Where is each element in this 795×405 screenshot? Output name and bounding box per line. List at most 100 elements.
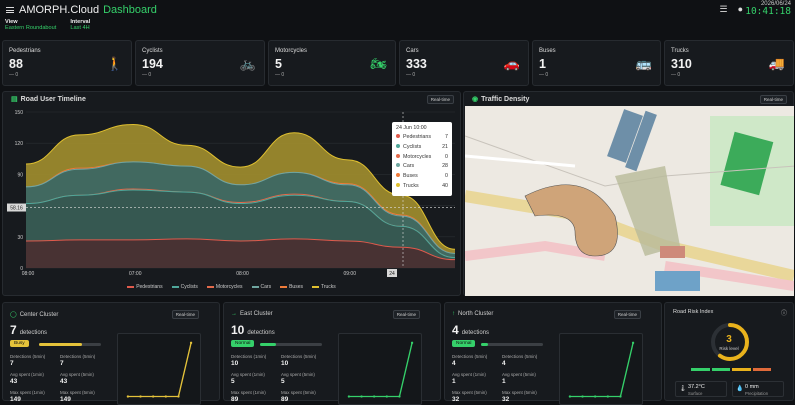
timeline-realtime-button[interactable]: Real-time: [426, 95, 454, 104]
stat-value: 10: [231, 360, 239, 367]
cluster-stat: Detections (5min) 4: [502, 354, 537, 367]
view-filter[interactable]: View Eastern Roundabout: [5, 19, 56, 31]
stat-label: Detections (5min): [10, 354, 46, 359]
legend-item[interactable]: Trucks: [311, 284, 336, 290]
view-label: View: [5, 19, 18, 25]
stat-value: 10: [281, 360, 289, 367]
traffic-map[interactable]: [465, 106, 794, 296]
stat-label: Detections (5min): [502, 354, 538, 359]
kpi-name: Motorcycles: [275, 48, 308, 54]
kpi-delta: — 0: [671, 72, 681, 78]
stat-label: Max spent (5min): [60, 390, 95, 395]
tooltip-row: Buses 0: [396, 172, 448, 182]
kpi-name: Pedestrians: [9, 48, 41, 54]
cluster-stat: Max spent (1min) 149: [10, 390, 45, 403]
section-name: Dashboard: [103, 4, 157, 16]
cluster-stat: Avg spent (5min) 5: [281, 372, 315, 385]
sparkline-point: [373, 395, 376, 398]
circle-icon: ◯: [10, 312, 17, 318]
legend-item[interactable]: Pedestrians: [127, 284, 163, 290]
cluster-realtime-button[interactable]: Real-time: [613, 310, 641, 319]
stat-value: 5: [281, 378, 285, 385]
surface-temp: 🌡 37.2°C Surface: [675, 381, 727, 397]
y-tick-label: 30: [17, 235, 23, 241]
sparkline-point: [606, 395, 609, 398]
bicycle-icon: 🚲: [239, 56, 256, 71]
series-dot: [396, 134, 400, 138]
legend-item[interactable]: Motorcycles: [206, 284, 243, 290]
legend-item[interactable]: Cars: [251, 284, 271, 290]
cluster-name: Center Cluster: [19, 312, 59, 318]
stat-label: Max spent (1min): [231, 390, 266, 395]
legend-item[interactable]: Buses: [280, 284, 303, 290]
chart-legend: Pedestrians Cyclists Motorcycles Cars Buses T…: [3, 284, 460, 290]
stat-label: Max spent (5min): [281, 390, 316, 395]
series-line-cars: [25, 161, 456, 254]
legend-label: Cyclists: [180, 284, 198, 290]
series-name: Motorcycles: [403, 153, 432, 160]
cluster-realtime-button[interactable]: Real-time: [392, 310, 420, 319]
kpi-card-trucks: Trucks 310 — 0 🚚: [664, 40, 794, 86]
stat-label: Max spent (5min): [502, 390, 537, 395]
legend-swatch: [311, 285, 319, 288]
legend-swatch: [251, 285, 259, 288]
y-tick-label: 120: [15, 141, 24, 147]
series-value: 0: [445, 173, 448, 180]
crosshair-y-badge: [7, 203, 26, 212]
sparkline-point: [347, 395, 351, 398]
legend-item[interactable]: Cyclists: [171, 284, 198, 290]
top-bar: AMORPH.Cloud Dashboard: [0, 0, 795, 20]
count-value: 10: [231, 323, 245, 337]
cluster-stat: Max spent (5min) 32: [452, 390, 487, 403]
series-name: Cars: [403, 163, 415, 170]
legend-swatch: [206, 285, 214, 288]
kpi-delta: — 0: [142, 72, 152, 78]
series-value: 21: [442, 143, 448, 150]
droplet-icon: 💧: [736, 386, 744, 392]
status-badge: Busy: [10, 340, 29, 347]
menu-icon[interactable]: [6, 7, 14, 13]
sparkline-point: [139, 395, 142, 398]
info-icon[interactable]: ⓘ: [780, 311, 787, 317]
cluster-stat: Avg spent (5min) 43: [60, 372, 94, 385]
status-badge: Normal: [231, 340, 255, 347]
series-name: Cyclists: [403, 143, 422, 150]
series-value: 40: [442, 182, 448, 189]
stat-value: 4: [502, 360, 506, 367]
series-dot: [396, 182, 400, 187]
stat-value: 149: [10, 396, 21, 403]
cluster-progress: [481, 343, 543, 346]
legend-swatch: [171, 285, 179, 288]
count-value: 4: [452, 323, 459, 337]
tooltip-row: Cyclists 21: [396, 143, 448, 153]
sparkline-series: [569, 342, 634, 398]
tooltip-row: Trucks 40: [396, 182, 448, 192]
crosshair-x-value: 24: [389, 271, 395, 277]
cluster-name: East Cluster: [240, 311, 273, 317]
cluster-realtime-button[interactable]: Real-time: [171, 310, 199, 319]
sparkline-point: [581, 395, 584, 398]
sparkline-point: [164, 395, 167, 398]
sparkline-series: [348, 342, 413, 398]
interval-value: Last 4H: [70, 25, 90, 31]
stat-value: 5: [231, 378, 235, 385]
brand-name: AMORPH.Cloud: [19, 4, 100, 16]
sparkline-point: [152, 395, 155, 398]
account-icon[interactable]: ●: [737, 4, 743, 14]
tooltip-title: 24 Jun 10:00: [396, 125, 427, 131]
sparkline-series: [127, 342, 192, 398]
series-value: 7: [445, 134, 448, 140]
cluster-title: → East Cluster: [231, 311, 273, 317]
stat-value: 43: [10, 378, 18, 385]
map-realtime-button[interactable]: Real-time: [759, 95, 787, 104]
arrow-up-icon: ↑: [452, 311, 455, 317]
risk-gauge: [711, 323, 749, 361]
interval-filter[interactable]: Interval Last 4H: [70, 19, 90, 31]
car-icon: 🚗: [503, 56, 520, 71]
stat-value: 7: [10, 360, 14, 367]
count-unit: detections: [19, 330, 48, 336]
stat-label: Detections (5min): [60, 354, 96, 359]
filter-list-icon[interactable]: ☰: [719, 4, 728, 14]
cluster-stat: Detections (5min) 4: [452, 354, 487, 367]
